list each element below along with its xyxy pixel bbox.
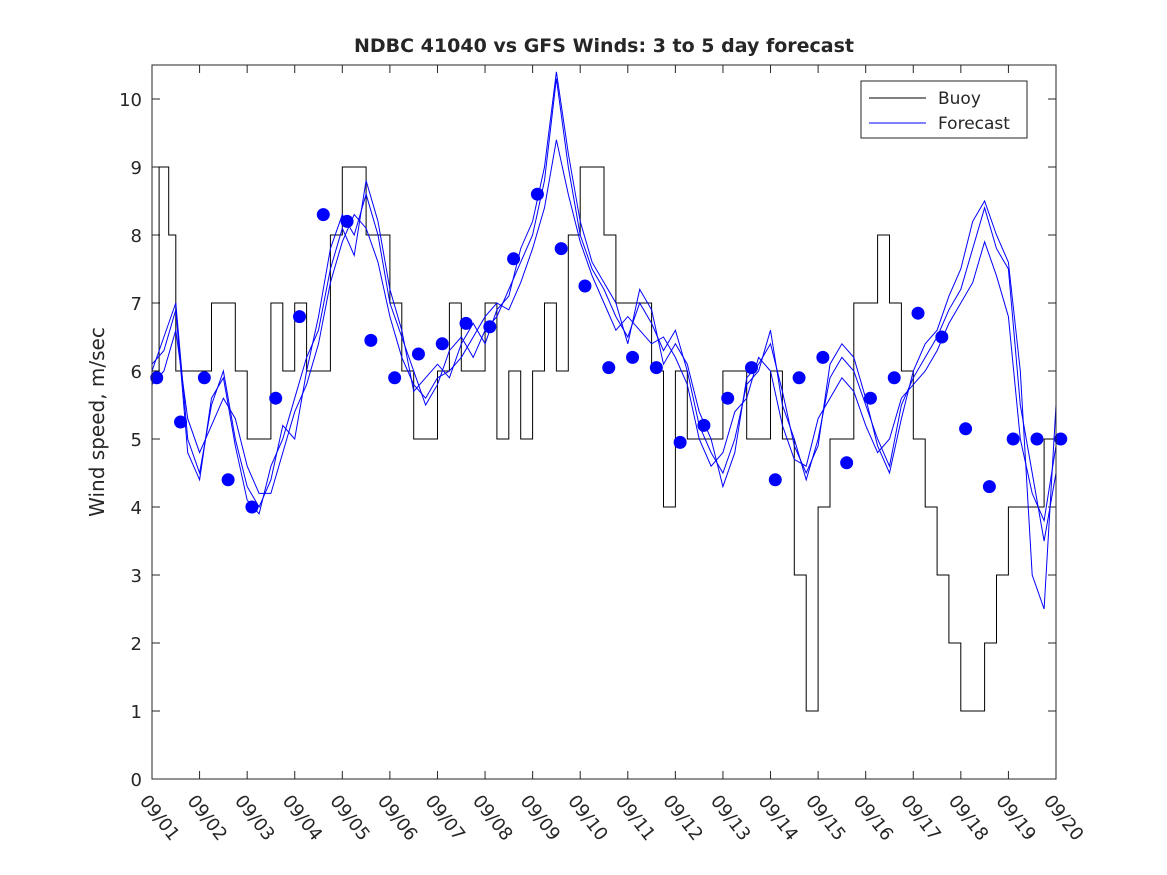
forecast-point <box>483 320 497 334</box>
forecast-point <box>744 361 758 375</box>
forecast-point <box>507 252 521 266</box>
forecast-point <box>840 456 854 470</box>
legend: Buoy Forecast <box>860 80 1028 139</box>
y-tick-label: 7 <box>131 294 142 315</box>
legend-label-buoy: Buoy <box>938 89 981 109</box>
forecast-point <box>388 371 402 385</box>
y-tick-label: 6 <box>131 362 142 383</box>
forecast-point <box>554 242 568 256</box>
forecast-point <box>1030 432 1044 446</box>
legend-box <box>860 80 1028 139</box>
forecast-point <box>935 330 949 344</box>
forecast-point <box>269 391 283 405</box>
forecast-series <box>151 71 1057 610</box>
y-tick-label: 8 <box>131 226 142 247</box>
forecast-point <box>578 279 592 293</box>
forecast-point <box>768 473 782 487</box>
forecast-point <box>982 480 996 494</box>
legend-label-forecast: Forecast <box>938 114 1010 134</box>
forecast-point <box>316 208 330 222</box>
buoy-line <box>152 166 1056 712</box>
plot-border <box>151 64 1057 780</box>
forecast-markers <box>150 187 1068 514</box>
forecast-point <box>1054 432 1068 446</box>
y-tick-label: 2 <box>131 634 142 655</box>
forecast-point <box>411 347 425 361</box>
forecast-point <box>364 333 378 347</box>
forecast-line-3 <box>151 71 1057 610</box>
forecast-point <box>863 391 877 405</box>
forecast-point <box>292 310 306 324</box>
forecast-point <box>221 473 235 487</box>
y-tick-label: 4 <box>131 498 142 519</box>
forecast-point <box>530 187 544 201</box>
forecast-point <box>649 361 663 375</box>
forecast-point <box>197 371 211 385</box>
buoy-series <box>152 166 1056 712</box>
forecast-point <box>435 337 449 351</box>
forecast-point <box>959 422 973 436</box>
forecast-point <box>459 316 473 330</box>
forecast-point <box>887 371 901 385</box>
forecast-point <box>911 306 925 320</box>
y-tick-label: 0 <box>131 770 142 791</box>
y-tick-label: 10 <box>119 90 142 111</box>
forecast-point <box>340 214 354 228</box>
y-tick-label: 9 <box>131 158 142 179</box>
y-tick-label: 1 <box>131 702 142 723</box>
forecast-point <box>174 415 188 429</box>
forecast-line-2 <box>151 139 1057 523</box>
y-tick-label: 5 <box>131 430 142 451</box>
forecast-point <box>792 371 806 385</box>
forecast-point <box>626 350 640 364</box>
forecast-point <box>1006 432 1020 446</box>
forecast-point <box>721 391 735 405</box>
forecast-point <box>673 435 687 449</box>
chart-title: NDBC 41040 vs GFS Winds: 3 to 5 day fore… <box>354 35 854 57</box>
forecast-point <box>816 350 830 364</box>
y-axis-label: Wind speed, m/sec <box>85 327 109 517</box>
forecast-point <box>602 361 616 375</box>
forecast-point <box>697 418 711 432</box>
forecast-point <box>150 371 164 385</box>
forecast-point <box>245 500 259 514</box>
y-tick-label: 3 <box>131 566 142 587</box>
